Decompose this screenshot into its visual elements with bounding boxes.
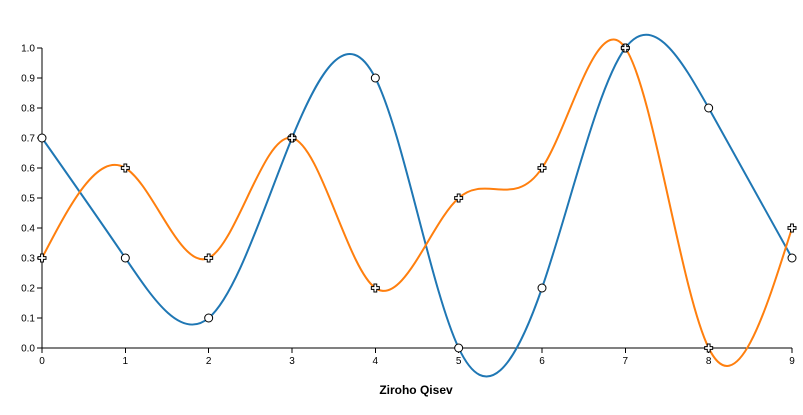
data-point xyxy=(537,163,547,173)
x-tick-label: 7 xyxy=(623,356,629,367)
data-point xyxy=(704,103,714,113)
data-point xyxy=(37,133,47,143)
data-point xyxy=(370,283,380,293)
series-2-markers xyxy=(37,43,797,353)
data-point xyxy=(204,313,214,323)
y-tick-label: 0.8 xyxy=(21,104,35,115)
y-tick-label: 0.9 xyxy=(21,74,35,85)
x-tick-label: 3 xyxy=(289,356,295,367)
series-1 xyxy=(41,33,793,378)
data-point xyxy=(704,343,714,353)
x-tick-label: 8 xyxy=(706,356,712,367)
data-point xyxy=(37,253,47,263)
data-point xyxy=(287,133,297,143)
y-tick-label: 0.6 xyxy=(21,164,35,175)
y-tick-label: 0.7 xyxy=(21,134,35,145)
data-point xyxy=(204,253,214,263)
y-tick-label: 0.3 xyxy=(21,254,35,265)
x-tick-label: 2 xyxy=(206,356,212,367)
y-tick-label: 0.4 xyxy=(21,224,35,235)
data-point xyxy=(787,223,797,233)
data-point xyxy=(120,253,130,263)
y-tick-label: 0.5 xyxy=(21,194,35,205)
y-tick-label: 0.0 xyxy=(21,344,35,355)
x-axis: 0 1 2 3 4 5 6 7 8 9 xyxy=(39,347,795,367)
y-tick-label: 1.0 xyxy=(21,44,35,55)
data-point xyxy=(454,193,464,203)
data-point xyxy=(787,253,797,263)
x-tick-label: 9 xyxy=(789,356,795,367)
x-axis-title: Ziroho Qisev xyxy=(379,383,453,397)
x-tick-label: 5 xyxy=(456,356,462,367)
y-axis: 0.0 0.1 0.2 0.3 0.4 0.5 0.6 0.7 0.8 0.9 1.0 xyxy=(21,44,43,355)
data-point xyxy=(120,163,130,173)
y-tick-label: 0.1 xyxy=(21,314,35,325)
x-tick-label: 4 xyxy=(373,356,379,367)
series-line xyxy=(41,38,793,367)
series-2 xyxy=(41,38,793,367)
data-point xyxy=(370,73,380,83)
data-point xyxy=(537,283,547,293)
data-point xyxy=(620,43,630,53)
x-tick-label: 1 xyxy=(123,356,129,367)
series-line xyxy=(41,33,793,378)
data-point xyxy=(454,343,464,353)
x-tick-label: 6 xyxy=(539,356,545,367)
x-tick-label: 0 xyxy=(39,356,45,367)
y-tick-label: 0.2 xyxy=(21,284,35,295)
series-layer xyxy=(37,33,797,378)
